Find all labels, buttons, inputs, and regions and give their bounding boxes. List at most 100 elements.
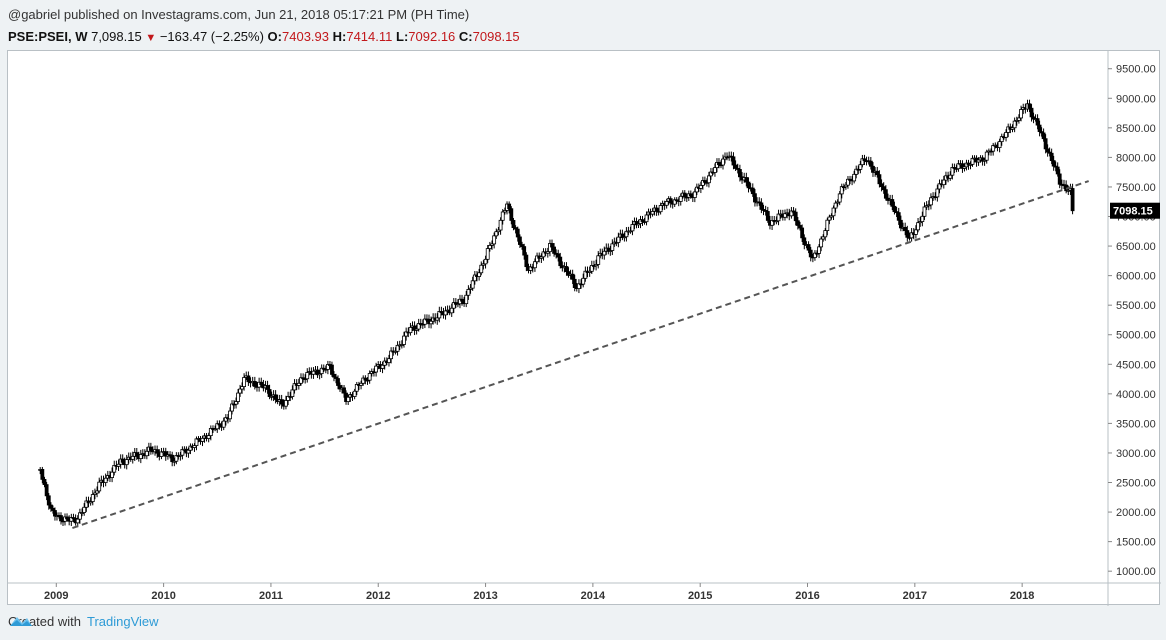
chart-panel[interactable]: 1000.00 1500.00 2000.00 2500.00 3000.00 3500.… xyxy=(7,50,1161,606)
candle-body xyxy=(464,294,469,305)
candle-body xyxy=(513,227,518,230)
y-tick-label: 6000.00 xyxy=(1116,271,1156,283)
candle-body xyxy=(581,277,586,285)
y-tick-label: 4500.00 xyxy=(1116,359,1156,371)
candle-body xyxy=(208,427,213,437)
candle-body xyxy=(702,180,707,183)
close-value: 7098.15 xyxy=(472,29,520,44)
candle-body xyxy=(793,211,798,222)
candle-body xyxy=(334,376,338,379)
candle-body xyxy=(535,255,539,263)
candle-body xyxy=(242,377,246,387)
candle-body xyxy=(292,383,297,391)
candle-body xyxy=(414,328,419,331)
price-chart[interactable]: 1000.00 1500.00 2000.00 2500.00 3000.00 3500.… xyxy=(8,51,1161,606)
candle-body xyxy=(78,512,82,520)
candle-body xyxy=(881,186,886,191)
candle-body xyxy=(1010,127,1015,130)
candle-body xyxy=(909,232,914,239)
candle-body xyxy=(507,203,512,210)
candle-body xyxy=(468,287,473,290)
candle-body xyxy=(795,220,800,226)
x-tick-label: 2017 xyxy=(903,590,927,602)
tradingview-logo-icon[interactable] xyxy=(8,614,34,628)
candle-body xyxy=(359,382,363,386)
candle-body xyxy=(269,395,274,398)
candle-body xyxy=(479,264,484,274)
candle-body xyxy=(498,219,503,231)
candle-body xyxy=(120,458,125,463)
candle-body xyxy=(1055,166,1060,175)
candle-body xyxy=(630,224,635,232)
last-price-label: 7098.15 xyxy=(1113,206,1153,218)
ohlc-legend: PSE:PSEI, W 7,098.15 ▼ −163.47 (−2.25%) … xyxy=(8,29,520,44)
candle-body xyxy=(97,481,102,492)
candle-body xyxy=(956,163,961,170)
candle-body xyxy=(658,205,663,213)
candle-body xyxy=(628,230,633,233)
candle-body xyxy=(533,261,537,269)
candle-body xyxy=(449,307,454,314)
y-tick-label: 8500.00 xyxy=(1116,123,1156,135)
candle-body xyxy=(894,211,899,214)
candle-body xyxy=(1047,151,1052,154)
candle-body xyxy=(924,205,929,208)
high-value: 7414.11 xyxy=(346,29,393,44)
candle-body xyxy=(572,278,577,288)
candle-body xyxy=(267,389,272,397)
candle-body xyxy=(587,270,592,273)
candle-body xyxy=(299,377,303,384)
candle-body xyxy=(616,236,621,243)
candle-body xyxy=(286,396,290,401)
candle-body xyxy=(589,265,594,272)
candle-body xyxy=(776,213,781,222)
candle-body xyxy=(483,258,488,265)
candle-body xyxy=(354,384,359,392)
down-arrow-icon: ▼ xyxy=(145,32,157,44)
x-tick-label: 2018 xyxy=(1010,590,1034,602)
candle-body xyxy=(252,380,257,387)
candle-body xyxy=(920,215,925,222)
candle-body xyxy=(717,162,721,166)
candle-body xyxy=(854,168,859,175)
candle-body xyxy=(380,364,385,369)
candle-body xyxy=(51,507,55,511)
candle-body xyxy=(941,179,946,186)
candle-body xyxy=(494,231,499,237)
candle-body xyxy=(170,454,175,463)
candle-body xyxy=(332,374,336,378)
candle-body xyxy=(367,373,372,381)
candle-body xyxy=(279,399,284,405)
candle-body xyxy=(144,450,149,457)
candle-body xyxy=(650,211,655,215)
candle-body xyxy=(1051,160,1056,167)
candle-body xyxy=(422,318,427,325)
candle-body xyxy=(875,170,880,176)
candle-body xyxy=(509,208,514,221)
candle-body xyxy=(246,375,251,383)
candle-body xyxy=(46,495,51,506)
candle-body xyxy=(402,335,406,345)
candle-body xyxy=(735,168,740,170)
candle-body xyxy=(1053,165,1058,168)
candle-body xyxy=(890,199,895,207)
candle-body xyxy=(644,214,649,223)
candle-body xyxy=(178,454,183,457)
candle-body xyxy=(905,230,910,238)
candle-body xyxy=(566,271,571,276)
candle-body xyxy=(837,193,842,203)
candle-body xyxy=(1045,148,1050,153)
candle-body xyxy=(311,370,316,375)
y-tick-label: 9000.00 xyxy=(1116,93,1156,105)
candle-body xyxy=(265,385,270,390)
candle-body xyxy=(42,478,47,486)
candle-body xyxy=(620,233,625,238)
candle-body xyxy=(528,266,533,271)
tradingview-brand[interactable]: TradingView xyxy=(86,614,159,629)
candle-body xyxy=(330,364,334,375)
candle-body xyxy=(163,451,168,457)
candle-body xyxy=(40,468,45,480)
candle-body xyxy=(234,401,238,405)
candle-body xyxy=(228,410,232,420)
y-tick-label: 8000.00 xyxy=(1116,152,1156,164)
